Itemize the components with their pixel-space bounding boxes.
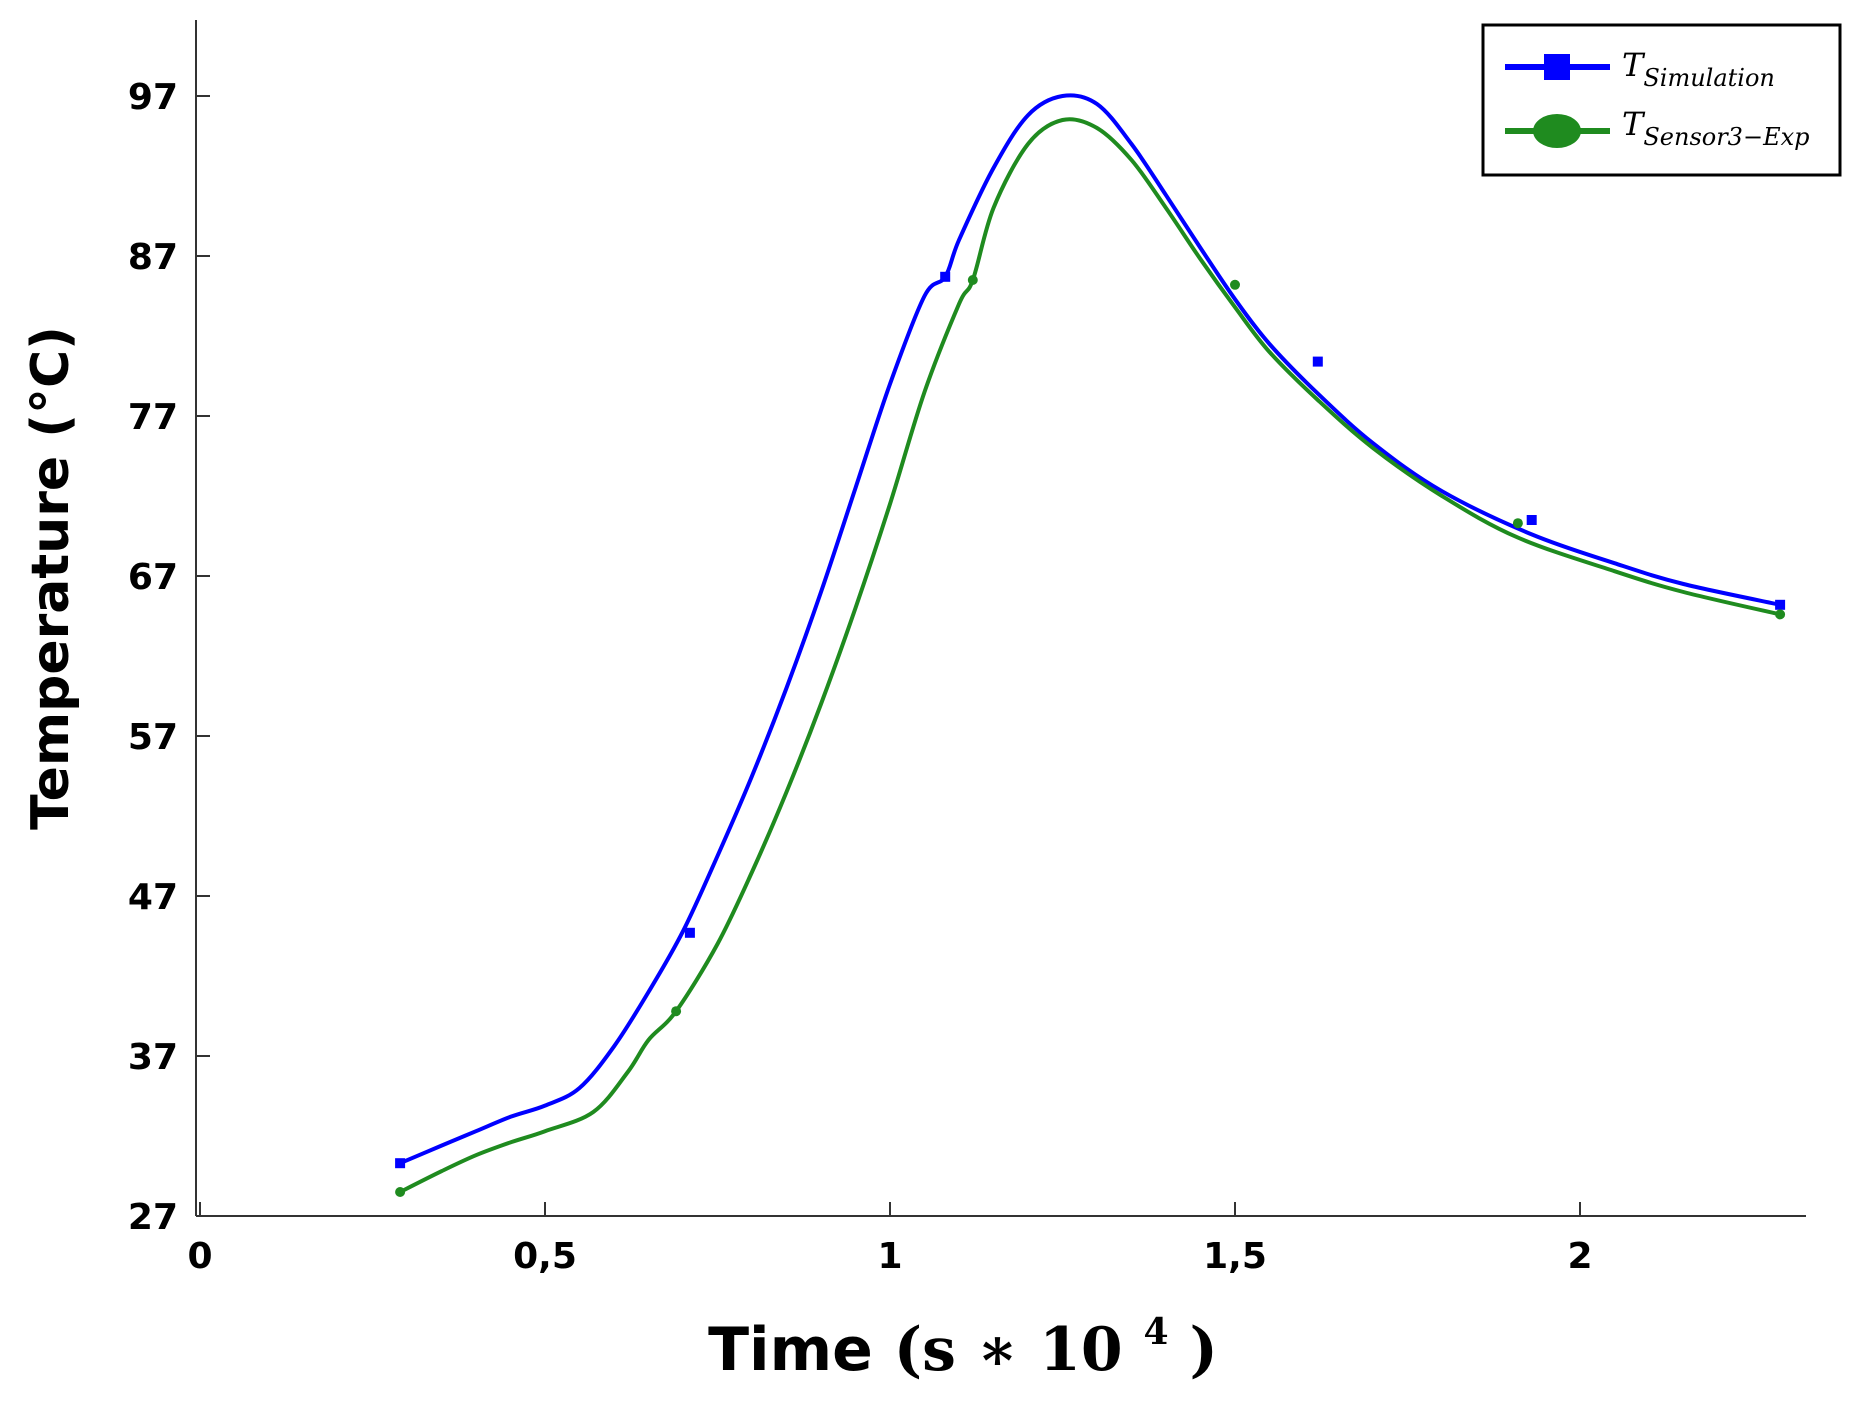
data-point-sensor3-exp	[1230, 279, 1240, 290]
y-tick-label: 37	[128, 1037, 178, 1078]
x-tick-label: 1	[877, 1236, 902, 1277]
y-tick-label: 47	[128, 877, 178, 918]
data-point-simulation	[395, 1158, 406, 1169]
axes	[195, 20, 1806, 1217]
y-ticks: 27 37 47 57 67 77 87 97	[128, 77, 210, 1238]
data-point-simulation	[1526, 515, 1537, 525]
x-tick-label: 2	[1567, 1236, 1592, 1277]
x-axis-title-math: (s ∗ 10	[894, 1315, 1123, 1385]
x-ticks: 0 0,5 1 1,5 2	[187, 1202, 1593, 1277]
x-axis-title-close: )	[1189, 1315, 1217, 1385]
legend-box	[1481, 23, 1842, 177]
x-tick-label: 1,5	[1203, 1236, 1267, 1277]
y-tick-label: 87	[128, 237, 178, 278]
y-tick-label: 97	[128, 77, 178, 118]
data-point-simulation	[684, 927, 695, 938]
x-tick-label: 0,5	[513, 1236, 577, 1277]
legend: TSimulation TSensor3−Exp	[1481, 23, 1842, 177]
data-point-sensor3-exp	[671, 1006, 682, 1017]
legend-label-simulation: TSimulation	[1622, 46, 1775, 92]
legend-marker-sensor	[1533, 114, 1581, 148]
y-axis-title: Temperature (°C)	[21, 326, 81, 830]
legend-label-sensor: TSensor3−Exp	[1622, 105, 1809, 151]
data-point-simulation	[1775, 599, 1786, 610]
legend-marker-simulation	[1544, 54, 1570, 80]
x-axis-title: Time (s ∗ 10 4 )	[708, 1289, 1218, 1385]
series-line-sensor3-exp	[399, 117, 1781, 1194]
y-tick-label: 67	[128, 557, 178, 598]
data-point-sensor3-exp	[1775, 609, 1786, 620]
data-point-sensor3-exp	[395, 1187, 406, 1197]
data-point-simulation	[1312, 356, 1323, 367]
y-tick-label: 77	[128, 397, 178, 438]
marker-layer	[395, 271, 1786, 1197]
x-axis-title-word: Time	[708, 1315, 873, 1385]
y-tick-label: 57	[128, 717, 178, 758]
data-point-simulation	[940, 271, 951, 282]
data-point-sensor3-exp	[967, 275, 978, 285]
x-tick-label: 0	[187, 1236, 212, 1277]
x-axis-title-exponent: 4	[1144, 1311, 1169, 1353]
y-tick-label: 27	[128, 1197, 178, 1238]
data-point-sensor3-exp	[1512, 518, 1523, 529]
